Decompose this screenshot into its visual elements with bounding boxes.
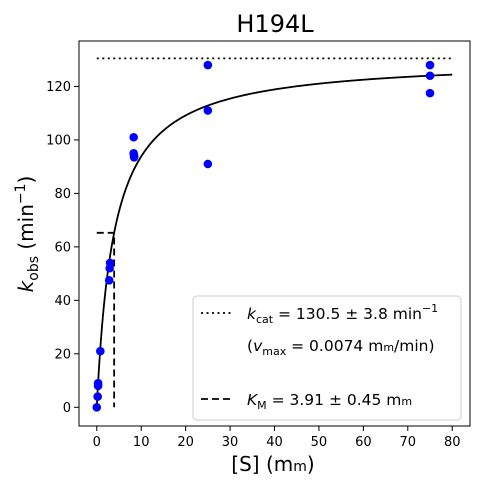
data-point bbox=[96, 346, 105, 356]
legend: kcat = 130.5 ± 3.8 min−1 (vmax = 0.0074 … bbox=[192, 295, 462, 421]
y-tick-label: 40 bbox=[54, 294, 71, 309]
data-point bbox=[203, 159, 213, 169]
y-tick-label: 100 bbox=[46, 133, 71, 148]
y-axis-label: kobs (min−1) bbox=[13, 176, 42, 293]
x-tick-label: 50 bbox=[311, 435, 328, 450]
data-point bbox=[105, 258, 115, 268]
data-point bbox=[93, 392, 102, 401]
legend-kcat-label: kcat = 130.5 ± 3.8 min−1 bbox=[247, 302, 438, 326]
y-axis: 0 20 40 60 80 100 120 bbox=[46, 80, 79, 416]
x-tick-label: 40 bbox=[266, 435, 283, 450]
data-point bbox=[203, 60, 213, 70]
x-tick-label: 80 bbox=[444, 435, 461, 450]
fit-curve bbox=[95, 73, 453, 408]
x-tick-label: 0 bbox=[93, 435, 101, 450]
data-point bbox=[104, 275, 114, 285]
y-tick-label: 60 bbox=[54, 240, 71, 255]
data-point bbox=[203, 106, 213, 115]
legend-km-label: KM = 3.91 ± 0.45 mm bbox=[247, 391, 412, 412]
x-tick-label: 30 bbox=[222, 435, 239, 450]
data-point bbox=[425, 88, 435, 98]
x-tick-label: 60 bbox=[355, 435, 372, 450]
data-point bbox=[129, 153, 139, 162]
x-tick-label: 20 bbox=[177, 435, 194, 450]
data-point bbox=[93, 381, 103, 391]
y-tick-label: 80 bbox=[54, 187, 71, 202]
data-point bbox=[129, 132, 138, 142]
legend-box bbox=[192, 295, 462, 421]
data-point bbox=[425, 60, 435, 70]
data-point bbox=[425, 71, 435, 81]
data-point bbox=[92, 402, 102, 412]
x-axis: 0 10 20 30 40 50 60 70 80 bbox=[93, 426, 461, 450]
legend-vmax-label: (vmax = 0.0074 mm/min) bbox=[247, 337, 435, 358]
x-tick-label: 10 bbox=[133, 435, 150, 450]
chart-title: H194L bbox=[236, 10, 314, 38]
x-tick-label: 70 bbox=[400, 435, 417, 450]
y-tick-label: 0 bbox=[63, 401, 71, 416]
data-points bbox=[92, 60, 435, 412]
y-tick-label: 120 bbox=[46, 80, 71, 95]
x-axis-label: [S] (mm) bbox=[231, 452, 314, 476]
y-tick-label: 20 bbox=[54, 347, 71, 362]
